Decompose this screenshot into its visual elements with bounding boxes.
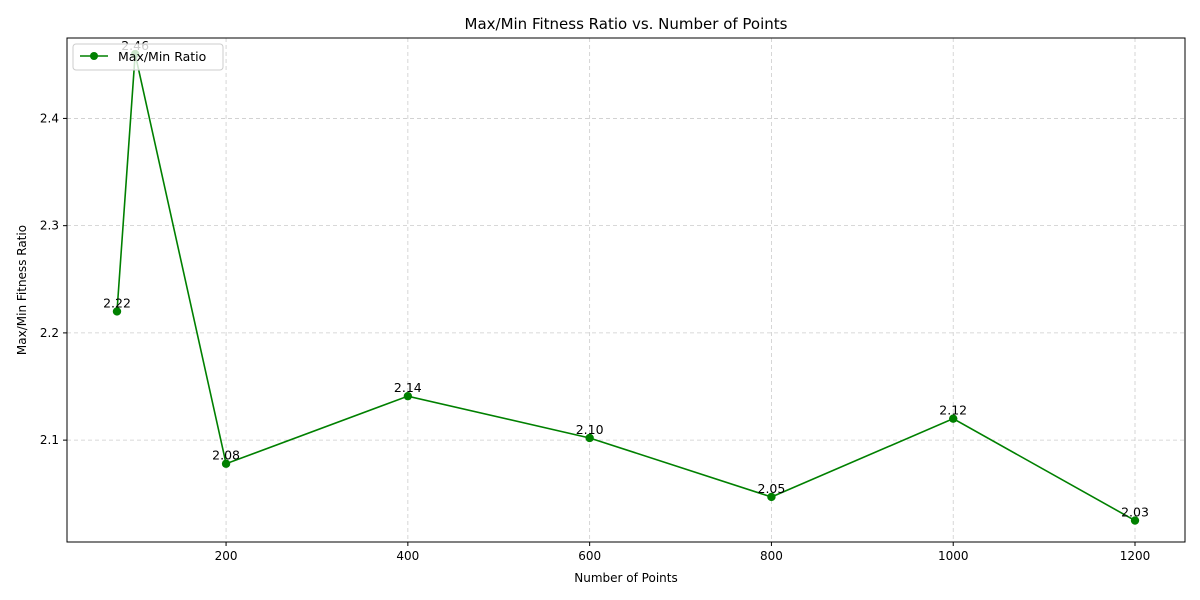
- plot-area-frame: [66, 37, 1186, 543]
- x-tick-label: 1000: [938, 549, 969, 563]
- legend: Max/Min Ratio: [72, 43, 224, 71]
- y-axis: 2.1 2.2 2.3 2.4: [40, 111, 67, 447]
- y-tick-label: 2.2: [40, 326, 59, 340]
- legend-entry-label: Max/Min Ratio: [118, 49, 206, 64]
- legend-box: [72, 43, 224, 71]
- data-point: [585, 433, 594, 443]
- data-point: [112, 307, 122, 316]
- data-point-label: 2.12: [939, 403, 967, 418]
- x-tick-label: 1200: [1120, 549, 1151, 563]
- data-point-label: 2.03: [1121, 505, 1149, 520]
- data-point: [949, 414, 958, 423]
- data-point-label: 2.05: [758, 481, 786, 496]
- y-axis-label: Max/Min Fitness Ratio: [15, 225, 29, 355]
- data-point: [221, 459, 231, 468]
- series-layer: [112, 49, 1140, 525]
- x-tick-label: 200: [215, 549, 238, 563]
- data-labels: 2.222.462.082.142.102.052.122.03: [103, 38, 1149, 519]
- y-tick-label: 2.4: [40, 111, 59, 125]
- x-tick-label: 400: [396, 549, 419, 563]
- data-point: [767, 492, 776, 502]
- data-point: [1130, 516, 1140, 525]
- data-point-label: 2.14: [394, 380, 422, 395]
- y-tick-label: 2.3: [40, 219, 59, 233]
- y-tick-label: 2.1: [40, 433, 59, 447]
- data-point-label: 2.08: [212, 448, 240, 463]
- x-tick-label: 600: [578, 549, 601, 563]
- data-point-label: 2.10: [576, 422, 604, 437]
- x-tick-label: 800: [760, 549, 783, 563]
- x-axis-label: Number of Points: [574, 571, 677, 585]
- data-point-label: 2.22: [103, 295, 131, 310]
- chart-title: Max/Min Fitness Ratio vs. Number of Poin…: [465, 15, 788, 33]
- series-line: [116, 53, 1136, 522]
- data-point: [403, 391, 413, 401]
- legend-marker-swatch: [90, 52, 98, 60]
- x-axis: 200 400 600 800 1000 1200: [215, 542, 1151, 563]
- grid: [67, 38, 1185, 542]
